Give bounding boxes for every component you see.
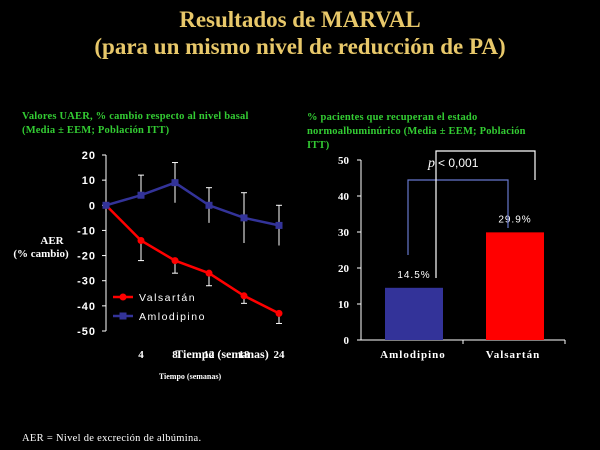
line-chart-y-axis-label: AER [40,235,64,247]
significance-bracket-white [435,150,536,278]
slide-title: Resultados de MARVAL [179,7,421,32]
data-point-amlodipino [205,201,213,209]
p-value-text: < 0,001 [438,156,479,170]
legend-label-0: Valsartán [139,292,196,304]
line-chart-y-tick-label: -20 [77,251,96,263]
line-chart-caption: Valores UAER, % cambio respecto al nivel… [22,110,322,138]
bar-chart-caption-line3: ITT) [307,140,330,151]
data-point-valsartan [205,269,213,277]
bar-chart-y-tick-label: 30 [338,227,350,239]
line-chart-x-axis-label: Tiempo (semanas) [175,347,268,361]
data-point-valsartan [275,309,283,317]
bar-chart-y-tick-label: 50 [338,155,350,167]
line-chart-x-tick-label: 4 [138,349,144,361]
data-point-amlodipino [102,201,110,209]
data-point-valsartan [137,236,145,244]
legend-label-1: Amlodipino [139,311,206,323]
bar-chart-y-tick-label: 40 [338,191,350,203]
line-chart-y-tick-label: -10 [77,225,96,237]
significance-bracket-blue [407,179,509,255]
p-value-symbol: p [427,156,435,171]
line-chart-y-tick-label: 0 [89,200,96,212]
line-chart-x-axis-label-small: Tiempo (semanas) [159,372,222,381]
line-chart-x-tick-label: 24 [274,349,286,361]
bar-value-label: 29.9% [498,214,531,225]
bar-chart-y-tick-label: 10 [338,299,350,311]
slide-subtitle: (para un mismo nivel de reducción de PA) [94,34,506,59]
line-chart-y-tick-label: 10 [82,175,96,187]
data-point-amlodipino [240,214,248,222]
bar-chart-caption: % pacientes que recuperan el estado norm… [307,111,597,153]
footer-note: AER = Nivel de excreción de albúmina. [22,433,202,444]
data-point-valsartan [240,292,248,300]
bar-value-label: 14.5% [397,270,430,281]
line-chart-y-tick-label: -40 [77,301,96,313]
bar-chart-y-tick-label: 0 [344,335,350,347]
bar-chart-caption-line2: normoalbuminúrico (Media ± EEM; Població… [307,126,526,137]
legend-marker [119,293,127,301]
bar-category-label: Valsartán [486,349,540,361]
legend-marker [119,312,127,320]
data-point-valsartan [171,257,179,265]
bar-category-label: Amlodipino [380,349,446,361]
series-line-amlodipino [105,181,280,227]
data-point-amlodipino [171,179,179,187]
line-chart-x-tick-label: 8 [172,349,178,361]
line-chart-y-tick-label: -30 [77,276,96,288]
bar-amlodipino [385,287,443,340]
line-chart-caption-line2: (Media ± EEM; Población ITT) [22,125,170,136]
bar-chart-y-tick-label: 20 [338,263,350,275]
line-chart-caption-line1: Valores UAER, % cambio respecto al nivel… [22,111,249,122]
bar-chart-caption-line1: % pacientes que recuperan el estado [307,112,478,123]
data-point-amlodipino [275,221,283,229]
bar-valsartn [486,232,544,340]
line-chart-y-tick-label: -50 [77,326,96,338]
series-line-valsartn [105,204,280,315]
line-chart-y-axis-label-line2: (% cambio) [13,248,69,260]
line-chart-x-tick-label: 18 [239,349,251,361]
line-chart-y-tick-label: 20 [82,150,96,162]
line-chart-x-tick-label: 12 [204,349,216,361]
data-point-amlodipino [137,191,145,199]
